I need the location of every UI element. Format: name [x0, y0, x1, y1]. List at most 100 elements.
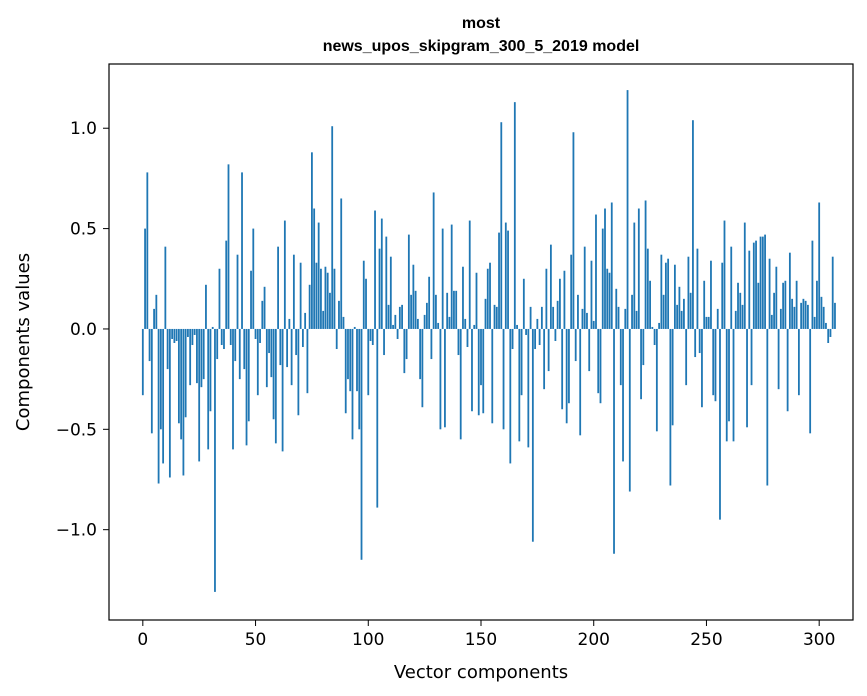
bar — [525, 328, 527, 335]
bar — [477, 328, 480, 416]
bar — [407, 234, 410, 329]
bar — [683, 298, 685, 329]
bar — [563, 270, 566, 329]
bar — [739, 292, 742, 329]
bar — [732, 328, 735, 442]
bar — [755, 240, 757, 329]
bar — [797, 328, 800, 396]
bar — [344, 328, 347, 414]
bar — [592, 320, 595, 329]
bar — [428, 276, 431, 329]
bar — [414, 290, 417, 329]
bar — [281, 328, 284, 452]
bar — [223, 328, 225, 350]
x-tick-label: 0 — [137, 630, 148, 650]
bar — [809, 328, 812, 434]
bar — [737, 282, 739, 329]
bar — [171, 328, 174, 339]
bar — [770, 314, 773, 329]
bar — [581, 308, 584, 329]
bar — [531, 328, 534, 542]
bar — [193, 328, 196, 335]
bar — [513, 102, 516, 329]
bar — [807, 304, 809, 329]
bar — [342, 316, 345, 329]
bar — [694, 328, 697, 358]
bar — [263, 286, 266, 329]
bar-series — [141, 90, 836, 592]
bar — [173, 328, 176, 343]
bar — [662, 294, 665, 329]
bar — [493, 304, 496, 329]
bar — [166, 328, 169, 370]
bar — [376, 328, 379, 508]
bar — [712, 328, 715, 396]
bar — [775, 266, 778, 329]
bar — [529, 306, 532, 329]
bar — [522, 278, 525, 329]
bar — [588, 328, 591, 372]
bar — [164, 246, 167, 329]
bar — [777, 328, 780, 390]
bar — [651, 326, 654, 329]
bar — [268, 328, 270, 354]
bar — [141, 328, 144, 396]
bar — [673, 264, 676, 329]
bar — [265, 328, 268, 388]
bar — [545, 268, 548, 329]
bar — [401, 304, 403, 329]
bar — [358, 328, 361, 430]
bar — [590, 260, 593, 329]
bar — [486, 268, 489, 329]
bar — [701, 328, 703, 408]
bar — [518, 328, 521, 442]
bar — [367, 328, 370, 396]
bar — [468, 220, 471, 329]
bar — [599, 328, 602, 404]
bar — [547, 328, 550, 372]
bar — [649, 280, 651, 329]
bar — [274, 328, 277, 444]
bar — [304, 312, 307, 329]
bar — [329, 292, 331, 329]
bar — [685, 328, 688, 386]
bar — [299, 262, 302, 329]
bar — [202, 328, 205, 380]
bar — [784, 280, 787, 329]
bar — [601, 228, 604, 329]
bar — [509, 328, 512, 464]
bar — [232, 328, 234, 450]
bar — [311, 152, 313, 329]
bar — [234, 328, 237, 362]
bar — [396, 328, 399, 339]
bar — [184, 328, 187, 418]
bar — [480, 328, 482, 386]
bar — [516, 324, 518, 329]
bar — [182, 328, 185, 476]
bar — [500, 122, 503, 329]
bar — [356, 328, 358, 392]
bar — [471, 328, 473, 412]
bar — [633, 222, 636, 329]
bar — [606, 268, 609, 329]
y-tick-label: −0.5 — [56, 420, 97, 440]
bar — [689, 292, 692, 329]
bar — [360, 328, 363, 560]
bar — [642, 328, 645, 366]
bar — [502, 328, 505, 430]
bar — [640, 328, 642, 400]
bar — [660, 254, 663, 329]
bar — [353, 326, 356, 329]
bar — [626, 90, 629, 329]
bar — [779, 308, 782, 329]
x-axis-label: Vector components — [394, 662, 568, 683]
bar — [696, 248, 699, 329]
bar — [473, 324, 476, 329]
bar — [371, 328, 374, 346]
bar — [362, 260, 365, 329]
bar — [259, 328, 261, 343]
bar — [635, 310, 638, 329]
bar — [728, 328, 730, 422]
bar — [552, 306, 555, 329]
